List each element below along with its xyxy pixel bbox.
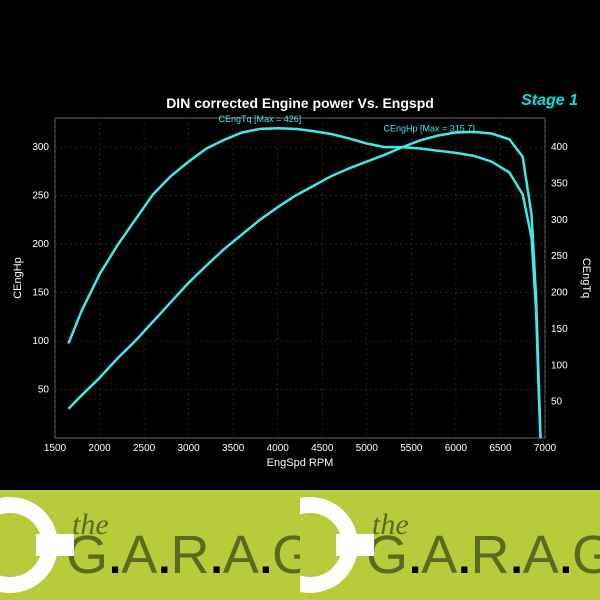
- logo-garage: G.A.R.A.G.E: [366, 525, 600, 585]
- y-left-tick: 50: [38, 385, 50, 396]
- x-tick: 4500: [311, 443, 334, 454]
- y-right-tick: 400: [551, 142, 568, 153]
- x-axis-label: EngSpd RPM: [267, 457, 334, 469]
- y-left-tick: 100: [32, 336, 49, 347]
- dyno-chart: 1500 2000 2500 3000 3500 4000 4500 5000 5500 6000…: [0, 0, 600, 490]
- y-right-tick: 150: [551, 324, 568, 335]
- y-right-tick: 200: [551, 288, 568, 299]
- y-left-tick: 300: [32, 142, 49, 153]
- x-tick: 6000: [445, 443, 468, 454]
- x-tick: 3000: [178, 443, 201, 454]
- y-right-tick: 300: [551, 215, 568, 226]
- power-annotation: CEngHp [Max = 315.7]: [384, 123, 475, 133]
- y-left-tick: 150: [32, 288, 49, 299]
- y-right-tick: 100: [551, 360, 568, 371]
- y-right-tick: 350: [551, 178, 568, 189]
- torque-curve: [68, 128, 540, 438]
- y-left-axis-label: CEngHp: [12, 257, 24, 299]
- x-tick: 7000: [534, 443, 557, 454]
- wrench-icon: [300, 490, 374, 600]
- x-tick: 6500: [489, 443, 512, 454]
- x-tick: 4000: [267, 443, 290, 454]
- y-right-tick: 250: [551, 251, 568, 262]
- y-left-tick: 200: [32, 239, 49, 250]
- x-tick: 5000: [356, 443, 379, 454]
- wrench-icon: [0, 490, 74, 600]
- y-left-tick: 250: [32, 191, 49, 202]
- y-right-tick: 50: [551, 397, 563, 408]
- logo-garage: G.A.R.A.G.E: [66, 525, 300, 585]
- x-tick: 5500: [400, 443, 423, 454]
- footer-banner: the G.A.R.A.G.E the G.A.R.A.G.E: [0, 490, 600, 600]
- logo-tile-1: the G.A.R.A.G.E: [0, 490, 300, 600]
- x-tick: 2000: [88, 443, 111, 454]
- x-tick: 2500: [133, 443, 156, 454]
- torque-annotation: CEngTq [Max = 426]: [219, 114, 302, 124]
- logo-tile-2: the G.A.R.A.G.E: [300, 490, 600, 600]
- y-right-axis-label: CEngTq: [580, 258, 592, 298]
- power-curve: [68, 132, 540, 438]
- x-tick: 3500: [222, 443, 245, 454]
- x-tick: 1500: [44, 443, 67, 454]
